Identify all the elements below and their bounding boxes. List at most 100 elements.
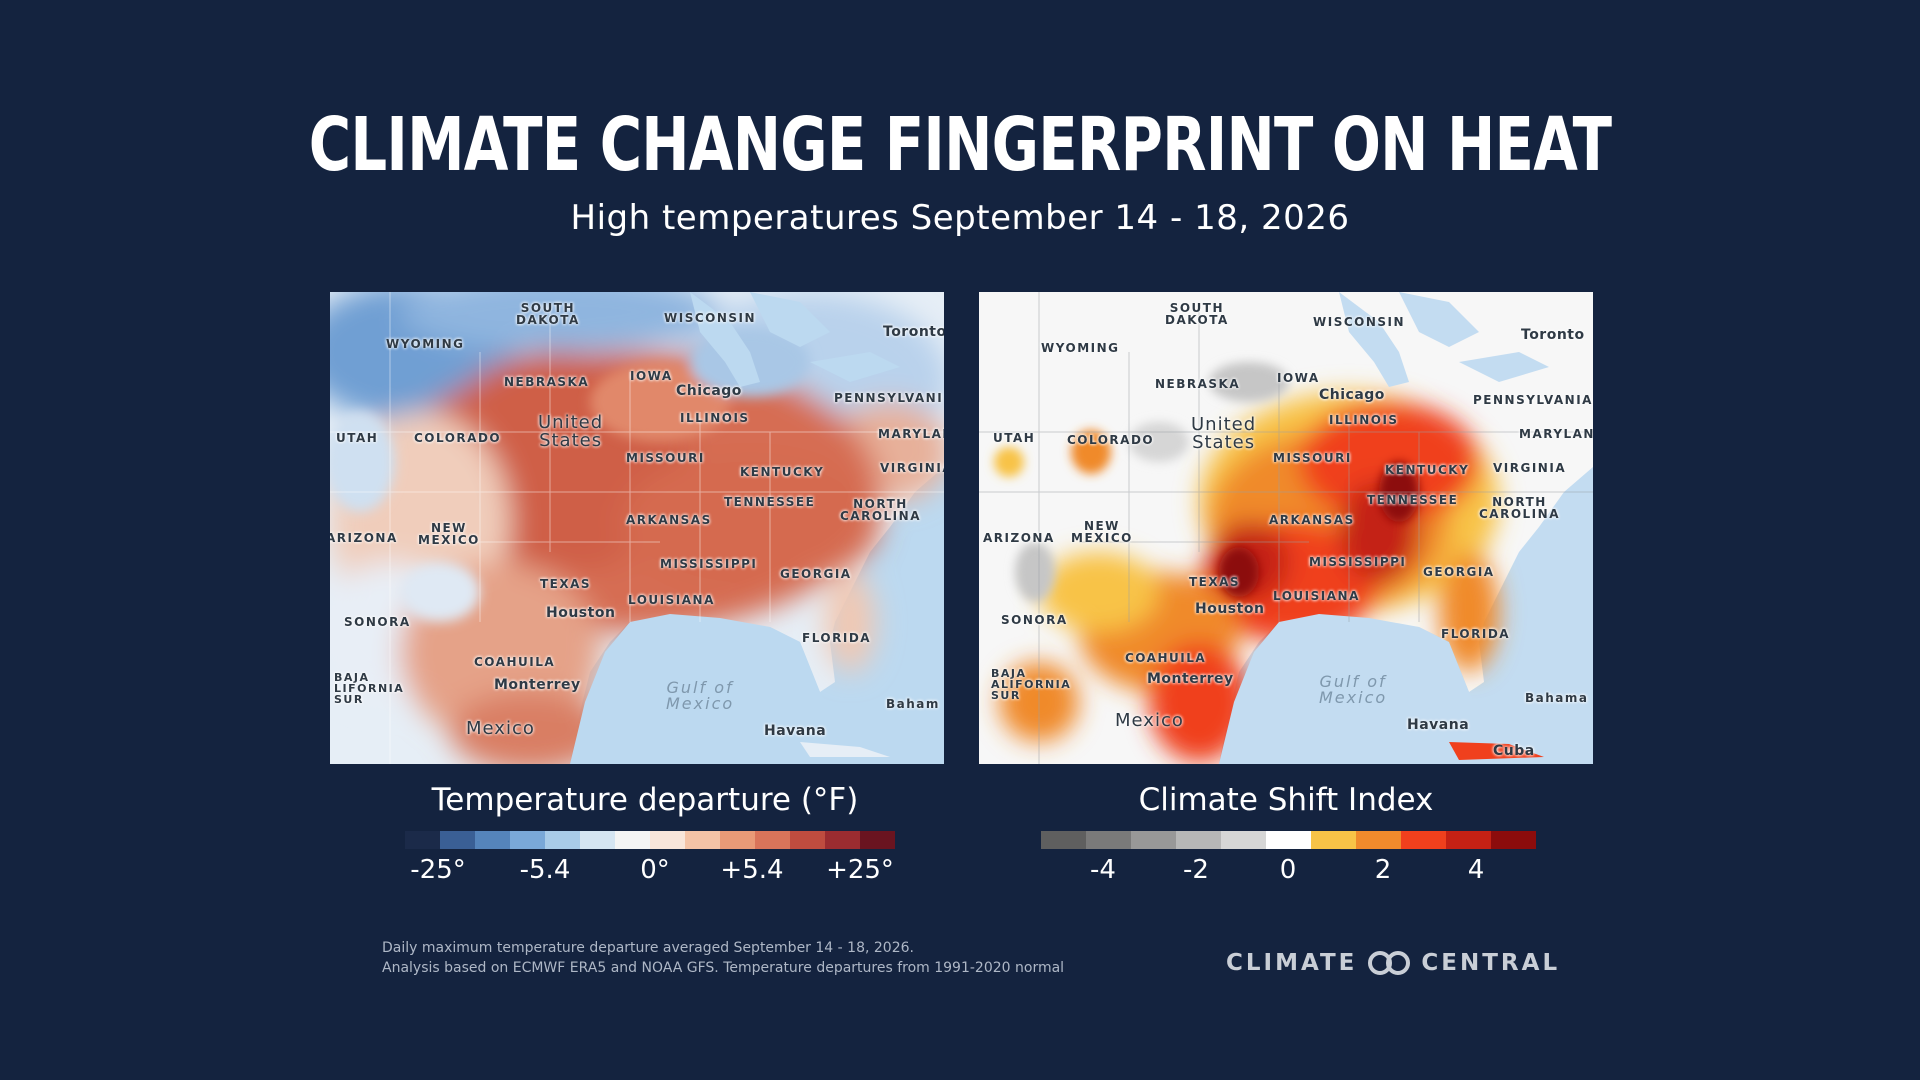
legend-tick-label: 0° [640,855,670,885]
label-cuba: Cuba [1493,743,1535,759]
label-united-states: United States [1191,414,1257,453]
label-wyoming: WYOMING [386,337,465,351]
legend-swatch [1491,831,1536,849]
page-subtitle: High temperatures September 14 - 18, 202… [570,198,1350,238]
label-louisiana: LOUISIANA [1273,589,1360,603]
label-florida: FLORIDA [802,631,872,645]
label-south-dakota: SOUTH DAKOTA [1165,301,1229,327]
label-new-mexico: NEW MEXICO [418,521,480,547]
label-arizona: ARIZONA [983,531,1055,545]
legend-swatch [1221,831,1266,849]
legend-swatch [1446,831,1491,849]
label-florida: FLORIDA [1441,627,1511,641]
label-new-mexico: NEW MEXICO [1071,519,1133,545]
legend-swatch [405,831,440,849]
label-iowa: IOWA [630,369,673,383]
page-title: CLIMATE CHANGE FINGERPRINT ON HEAT [308,102,1612,188]
label-wisconsin: WISCONSIN [1313,315,1406,329]
label-bahamas: Bahama [1525,691,1589,705]
legend-tick-label: +25° [826,855,894,885]
label-virginia: VIRGINIA [1493,461,1567,475]
label-colorado: COLORADO [1067,433,1155,447]
label-georgia: GEORGIA [1423,565,1495,579]
legend-swatch [1176,831,1221,849]
footnote-line-1: Daily maximum temperature departure aver… [382,940,914,956]
label-wyoming: WYOMING [1041,341,1120,355]
label-baja: BAJA LIFORNIA SUR [334,671,405,706]
label-mexico: Mexico [1115,710,1184,731]
label-kentucky: KENTUCKY [1385,463,1470,477]
label-chicago: Chicago [676,383,742,399]
label-maryland: MARYLAN [878,427,944,441]
label-maryland: MARYLAND [1519,427,1593,441]
label-missouri: MISSOURI [1273,451,1352,465]
legend-swatch [1131,831,1176,849]
legend-tick-label: +5.4 [720,855,784,885]
legend-swatch [510,831,545,849]
logo-infinity-icon [1368,951,1411,975]
legend-swatch [1401,831,1446,849]
label-gulf-of-mexico: Gulf of Mexico [666,678,735,713]
label-tennessee: TENNESSEE [724,495,816,509]
label-south-dakota: SOUTH DAKOTA [516,301,580,327]
label-united-states: United States [538,412,604,451]
legend-swatch [440,831,475,849]
label-louisiana: LOUISIANA [628,593,715,607]
label-arkansas: ARKANSAS [626,513,712,527]
climate-central-logo: CLIMATE CENTRAL [1226,950,1560,976]
label-illinois: ILLINOIS [1329,413,1399,427]
csi-legend-title: Climate Shift Index [1138,782,1434,818]
label-texas: TEXAS [1189,575,1241,589]
label-mexico: Mexico [466,718,535,739]
temperature-map-graphic [330,292,944,764]
label-toronto: Toronto [1521,327,1585,343]
label-wisconsin: WISCONSIN [664,311,757,325]
temperature-legend-title: Temperature departure (°F) [431,782,859,818]
label-mississippi: MISSISSIPPI [660,557,758,571]
label-coahuila: COAHUILA [1125,651,1207,665]
legend-tick-label: 4 [1467,855,1485,885]
legend-swatch [615,831,650,849]
label-sonora: SONORA [1001,613,1068,627]
logo-word-central: CENTRAL [1421,950,1561,976]
climate-shift-index-map: SOUTH DAKOTA WISCONSIN Toronto WYOMING I… [979,292,1593,764]
legend-tick-label: 0 [1279,855,1297,885]
legend-swatch [790,831,825,849]
label-havana: Havana [1407,717,1470,733]
legend-tick-label: 2 [1374,855,1392,885]
label-kentucky: KENTUCKY [740,465,825,479]
label-texas: TEXAS [540,577,592,591]
label-chicago: Chicago [1319,387,1385,403]
label-gulf-of-mexico: Gulf of Mexico [1319,672,1388,707]
legend-tick-label: -5.4 [519,855,571,885]
label-georgia: GEORGIA [780,567,852,581]
label-bahamas: Baham [886,697,940,711]
label-illinois: ILLINOIS [680,411,750,425]
footnote-line-2: Analysis based on ECMWF ERA5 and NOAA GF… [382,960,1065,976]
label-havana: Havana [764,723,827,739]
legend-swatch [1356,831,1401,849]
label-colorado: COLORADO [414,431,502,445]
label-virginia: VIRGINIA [880,461,944,475]
label-coahuila: COAHUILA [474,655,556,669]
label-utah: UTAH [993,431,1036,445]
label-mississippi: MISSISSIPPI [1309,555,1407,569]
legend-swatch [650,831,685,849]
legend-swatch [685,831,720,849]
label-north-carolina: NORTH CAROLINA [840,497,921,523]
label-houston: Houston [1195,601,1265,617]
csi-color-scale [1041,831,1536,849]
legend-swatch [825,831,860,849]
legend-swatch [1311,831,1356,849]
label-pennsylvania: PENNSYLVANI [834,391,944,405]
legend-swatch [755,831,790,849]
label-arizona: ARIZONA [330,531,398,545]
label-pennsylvania: PENNSYLVANIA [1473,393,1593,407]
legend-tick-label: -4 [1090,855,1116,885]
logo-word-climate: CLIMATE [1226,950,1358,976]
label-utah: UTAH [336,431,379,445]
legend-swatch [1041,831,1086,849]
label-nebraska: NEBRASKA [504,375,590,389]
legend-tick-label: -2 [1183,855,1209,885]
legend-swatch [1086,831,1131,849]
